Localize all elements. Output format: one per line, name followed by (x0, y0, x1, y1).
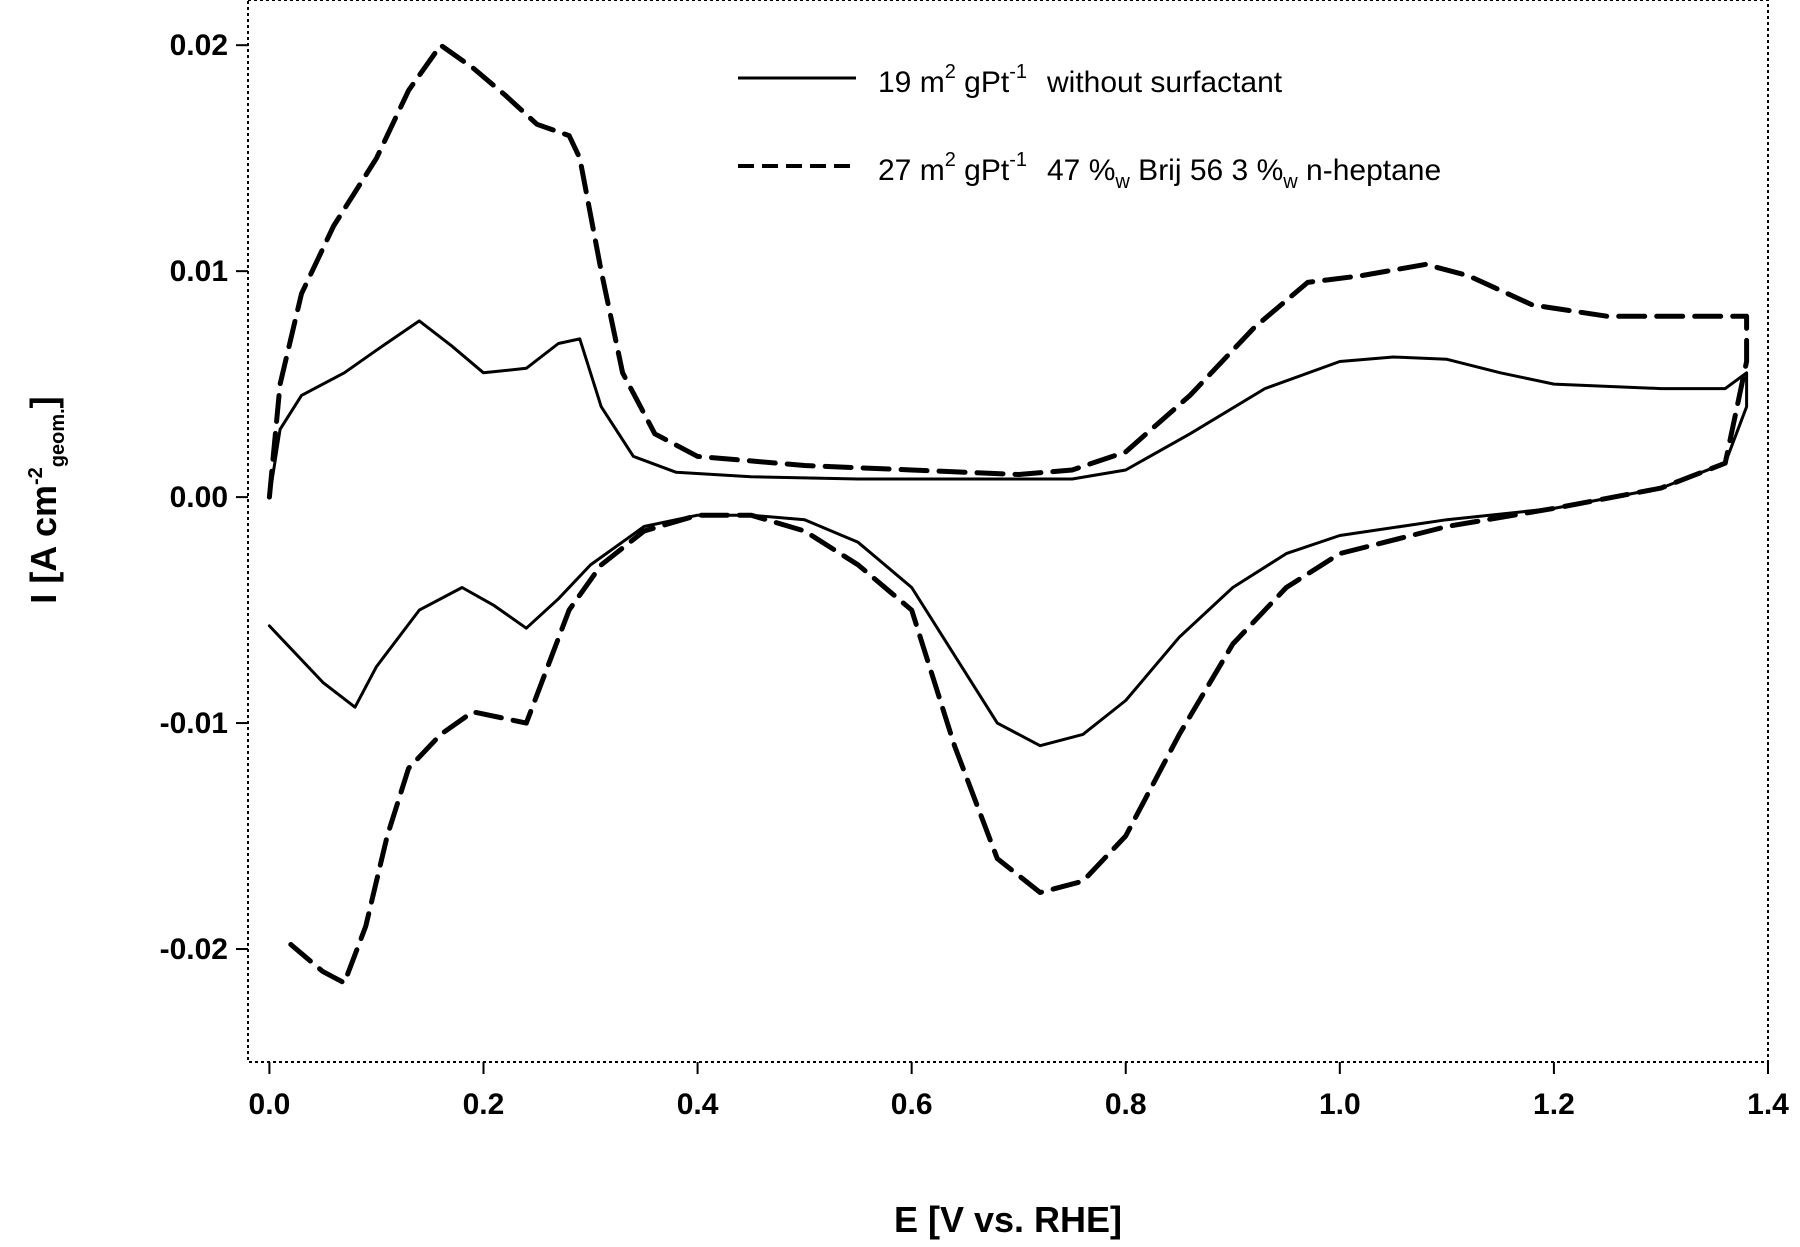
y-tick-label: 0.00 (170, 481, 228, 514)
x-tick-label: 0.2 (463, 1088, 505, 1121)
x-axis: 0.0 0.2 0.4 0.6 0.8 1.0 1.2 1.4 (249, 1062, 1789, 1121)
x-tick-label: 0.0 (249, 1088, 291, 1121)
legend-label-series-2: 27 m2 gPt-1 47 %w Brij 56 3 %w n-heptane (878, 149, 1441, 193)
legend-label-series-1: 19 m2 gPt-1 without surfactant (878, 61, 1283, 99)
y-axis-title: I [A cm-2geom.] (23, 396, 69, 603)
x-tick-label: 1.2 (1533, 1088, 1575, 1121)
x-tick-label: 0.4 (677, 1088, 719, 1121)
y-tick-label: -0.02 (160, 933, 228, 966)
series-line-1 (267, 319, 1749, 748)
x-axis-title: E [V vs. RHE] (894, 1199, 1122, 1240)
series-line-2 (266, 42, 1750, 986)
y-axis: -0.02 -0.01 0.00 0.01 0.02 (160, 29, 248, 966)
x-tick-label: 0.6 (891, 1088, 933, 1121)
y-tick-label: 0.02 (170, 29, 228, 62)
series-layer (266, 42, 1750, 986)
y-tick-label: 0.01 (170, 255, 228, 288)
plot-frame (247, 0, 1769, 1063)
y-tick-label: -0.01 (160, 707, 228, 740)
x-tick-label: 1.0 (1319, 1088, 1361, 1121)
legend: 19 m2 gPt-1 without surfactant 27 m2 gPt-… (738, 61, 1441, 193)
x-tick-label: 0.8 (1105, 1088, 1147, 1121)
x-tick-label: 1.4 (1747, 1088, 1789, 1121)
